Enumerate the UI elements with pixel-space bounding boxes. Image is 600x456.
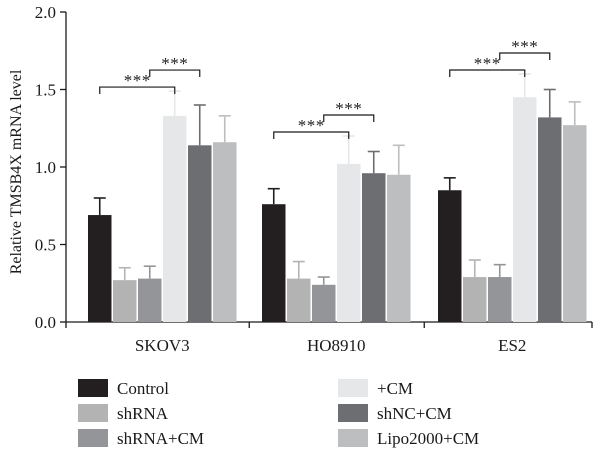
significance-label: *** (511, 37, 538, 56)
y-tick-label: 1.0 (35, 158, 56, 177)
bar (188, 145, 212, 322)
y-tick-label: 2.0 (35, 3, 56, 22)
bar (387, 174, 411, 322)
legend-label: shRNA+CM (117, 429, 204, 448)
legend-label: +CM (377, 379, 413, 398)
significance-bracket (99, 86, 176, 95)
significance-label: *** (335, 99, 362, 118)
bar (362, 173, 386, 322)
legend-label: shRNA (117, 404, 169, 423)
legend-swatch (78, 404, 108, 422)
y-tick-label: 0.0 (35, 313, 56, 332)
legend-swatch (78, 429, 108, 447)
legend-swatch (338, 379, 368, 397)
significance-annotations: *** *** *** *** *** *** (99, 37, 551, 139)
significance-bracket (499, 52, 551, 60)
significance-bracket (273, 131, 350, 139)
y-axis-label: Relative TMSB4X mRNA level (8, 69, 25, 274)
bar (88, 215, 112, 322)
y-tick-label: 1.5 (35, 81, 56, 100)
y-tick-label: 0.5 (35, 236, 56, 255)
bar (488, 277, 512, 322)
significance-label: *** (298, 116, 325, 135)
bar (513, 97, 537, 322)
bar (287, 278, 311, 322)
legend-swatch (78, 379, 108, 397)
legend-label: Control (117, 379, 169, 398)
bar (438, 190, 462, 322)
legend-swatch (338, 429, 368, 447)
x-category-label: HO8910 (307, 336, 366, 355)
bar (262, 204, 286, 322)
bar (563, 125, 587, 323)
legend: Control shRNA shRNA+CM +CM shNC+CM Lipo2000+C… (78, 379, 479, 448)
legend-label: shNC+CM (377, 404, 452, 423)
significance-label: *** (161, 54, 188, 73)
bar (163, 115, 187, 322)
significance-bracket (449, 69, 526, 77)
bar (337, 163, 361, 322)
bar (312, 284, 336, 322)
bar (138, 278, 162, 322)
significance-label: *** (124, 71, 151, 90)
significance-label: *** (474, 54, 501, 73)
axes: Relative TMSB4X mRNA level 0.0 0.5 1.0 1.5 2… (8, 3, 593, 355)
significance-bracket (149, 69, 201, 78)
bar (113, 280, 137, 322)
bar (463, 277, 487, 322)
legend-swatch (338, 404, 368, 422)
x-category-label: SKOV3 (135, 336, 190, 355)
bar (538, 117, 562, 323)
legend-label: Lipo2000+CM (377, 429, 479, 448)
bars (88, 73, 587, 323)
significance-bracket (323, 114, 375, 122)
x-category-label: ES2 (498, 336, 526, 355)
bar (213, 142, 237, 322)
